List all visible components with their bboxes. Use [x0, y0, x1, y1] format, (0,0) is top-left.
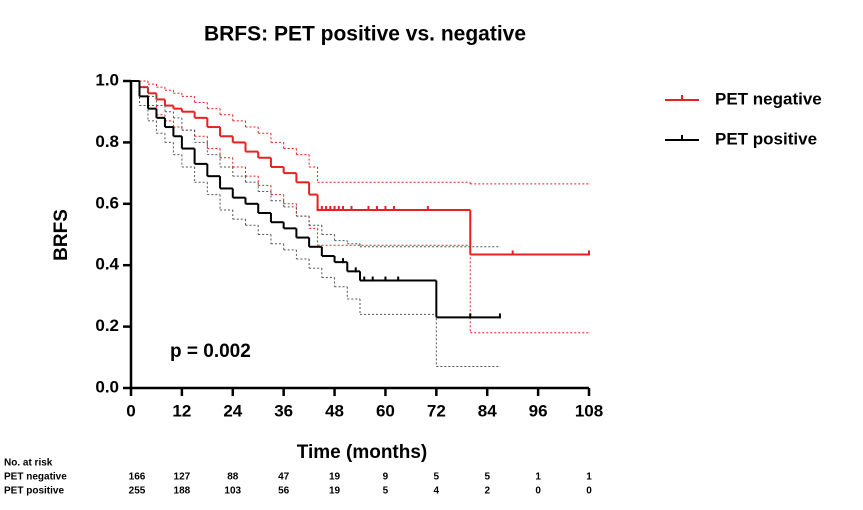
risk-row-label: PET negative [4, 472, 67, 483]
x-tick-label: 36 [274, 401, 293, 420]
x-tick-label: 60 [376, 401, 395, 420]
x-tick-label: 72 [427, 401, 446, 420]
p-value: p = 0.002 [170, 341, 251, 362]
risk-count: 166 [129, 472, 146, 483]
risk-count: 5 [434, 472, 440, 483]
chart-title: BRFS: PET positive vs. negative [204, 23, 526, 46]
y-tick-label: 0.8 [95, 132, 119, 151]
risk-count: 255 [129, 486, 146, 497]
risk-count: 19 [329, 472, 341, 483]
risk-count: 103 [224, 486, 241, 497]
risk-count: 5 [484, 472, 490, 483]
x-tick-label: 0 [126, 401, 135, 420]
risk-count: 47 [278, 472, 290, 483]
y-tick-label: 0.6 [95, 193, 119, 212]
risk-table-title: No. at risk [4, 458, 53, 469]
x-tick-label: 108 [575, 401, 603, 420]
y-tick-label: 1.0 [95, 70, 119, 89]
x-tick-label: 84 [478, 401, 497, 420]
x-tick-label: 12 [172, 401, 191, 420]
risk-count: 5 [383, 486, 389, 497]
risk-count: 2 [484, 486, 490, 497]
legend-label: PET negative [715, 89, 822, 108]
risk-row-label: PET positive [4, 486, 64, 497]
risk-count: 188 [174, 486, 191, 497]
x-tick-label: 96 [529, 401, 548, 420]
risk-count: 19 [329, 486, 341, 497]
x-tick-label: 24 [223, 401, 242, 420]
y-axis-label: BRFS [51, 209, 72, 261]
x-axis-label: Time (months) [297, 442, 428, 463]
risk-count: 0 [586, 486, 592, 497]
y-tick-label: 0.2 [95, 316, 119, 335]
risk-count: 88 [227, 472, 239, 483]
risk-count: 56 [278, 486, 290, 497]
risk-count: 0 [535, 486, 541, 497]
risk-count: 4 [434, 486, 440, 497]
legend-label: PET positive [715, 129, 817, 148]
y-tick-label: 0.4 [95, 255, 119, 274]
risk-count: 1 [535, 472, 541, 483]
risk-count: 9 [383, 472, 389, 483]
risk-count: 127 [174, 472, 191, 483]
risk-count: 1 [586, 472, 592, 483]
y-tick-label: 0.0 [95, 377, 119, 396]
x-tick-label: 48 [325, 401, 344, 420]
